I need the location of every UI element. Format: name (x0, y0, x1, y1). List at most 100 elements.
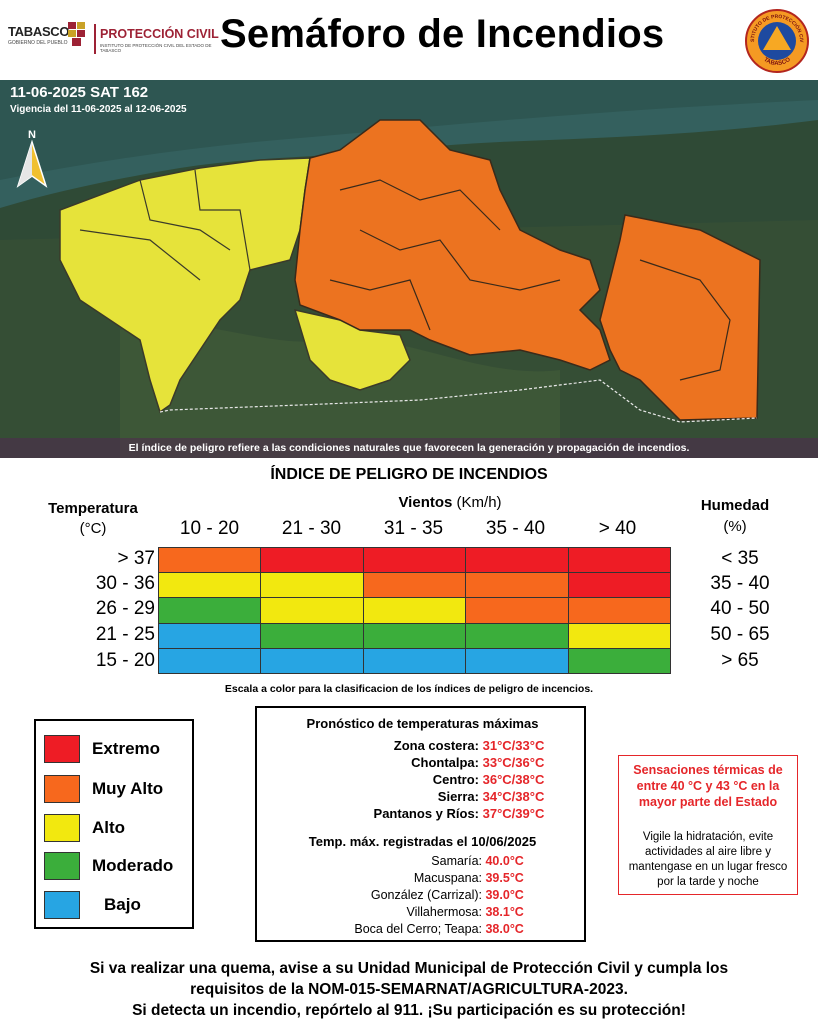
recorded-title: Temp. máx. registradas el 10/06/2025 (308, 834, 537, 849)
risk-cell-moderado (158, 597, 262, 624)
forecast-row: Chontalpa: 33°C/36°C (257, 755, 563, 770)
legend-swatch-moderado (44, 852, 80, 880)
north-arrow-icon: N (16, 129, 48, 188)
scale-note: Escala a color para la clasificacion de … (224, 683, 594, 695)
risk-cell-moderado (567, 647, 671, 674)
legend-label-bajo: Bajo (104, 895, 141, 914)
recorded-value: 38.1°C (485, 905, 524, 919)
recorded-place: Villahermosa: (406, 905, 482, 919)
risk-cell-moderado (465, 622, 569, 649)
header (0, 0, 818, 80)
map-caption: El índice de peligro refiere a las condi… (0, 438, 818, 458)
north-label: N (28, 129, 36, 141)
risk-cell-alto (362, 597, 467, 624)
risk-cell-alto (260, 597, 364, 624)
risk-cell-bajo (465, 647, 569, 674)
index-title: ÍNDICE DE PELIGRO DE INCENDIOS (270, 466, 548, 483)
footer-line-2: requisitos de la NOM-015-SEMARNAT/AGRICU… (190, 981, 628, 998)
temperature-unit: (°C) (79, 520, 107, 537)
risk-cell-muy-alto (158, 547, 262, 574)
risk-cell-alto (158, 572, 262, 599)
forecast-zone: Sierra: (437, 789, 479, 804)
recorded-row: Samaría: 40.0°C (257, 854, 563, 868)
seal-bottom-text: TABASCO (762, 57, 792, 67)
wind-range-2: 21 - 30 (281, 518, 342, 539)
footer-line-3: Si detecta un incendio, repórtelo al 911… (132, 1002, 686, 1019)
legend-swatch-extremo (44, 735, 80, 763)
forecast-value: 37°C/39°C (482, 806, 545, 821)
map-date-label: 11-06-2025 SAT 162 (10, 84, 149, 101)
recorded-place: Macuspana: (413, 871, 482, 885)
page-title: Semáforo de Incendios (220, 12, 665, 56)
forecast-value: 36°C/38°C (482, 772, 545, 787)
tabasco-logo: TABASCO GOBIERNO DEL PUEBLO (8, 24, 86, 54)
recorded-row: Boca del Cerro; Teapa: 38.0°C (257, 922, 563, 936)
risk-cell-moderado (362, 622, 467, 649)
heat-sensation-title: Sensaciones térmicas de entre 40 °C y 43… (633, 763, 783, 809)
risk-cell-alto (260, 572, 364, 599)
svg-text:TABASCO: TABASCO (762, 57, 792, 67)
wind-range-4: 35 - 40 (485, 518, 546, 539)
forecast-zone: Zona costera: (393, 738, 479, 753)
tabasco-logo-subtext: GOBIERNO DEL PUEBLO (8, 40, 68, 46)
recorded-value: 38.0°C (485, 922, 524, 936)
forecast-box: Pronóstico de temperaturas máximas Zona … (255, 706, 586, 942)
risk-cell-extremo (465, 547, 569, 574)
proteccion-civil-subtext: INSTITUTO DE PROTECCIÓN CIVIL DEL ESTADO… (100, 43, 212, 53)
wind-range-5: > 40 (598, 518, 637, 539)
risk-cell-bajo (362, 647, 467, 674)
legend-label-muy-alto: Muy Alto (92, 779, 164, 798)
risk-cell-extremo (567, 547, 671, 574)
hum-range-4: 50 - 65 (710, 624, 770, 645)
forecast-row: Zona costera: 31°C/33°C (257, 738, 563, 753)
temp-range-4: 21 - 25 (95, 624, 155, 645)
heat-sensation-box: Sensaciones térmicas de entre 40 °C y 43… (618, 755, 798, 895)
winds-header: Vientos (Km/h) (300, 494, 600, 511)
risk-cell-muy-alto (362, 572, 467, 599)
legend-swatch-muy-alto (44, 775, 80, 803)
map-validity-label: Vigencia del 11-06-2025 al 12-06-2025 (10, 104, 187, 115)
risk-cell-muy-alto (465, 597, 569, 624)
recorded-row: Macuspana: 39.5°C (257, 871, 563, 885)
risk-cell-muy-alto (567, 597, 671, 624)
forecast-zone: Pantanos y Ríos: (373, 806, 479, 821)
risk-matrix (158, 547, 671, 674)
risk-cell-muy-alto (465, 572, 569, 599)
recorded-row: Villahermosa: 38.1°C (257, 905, 563, 919)
recorded-row: González (Carrizal): 39.0°C (257, 888, 563, 902)
recorded-place: Boca del Cerro; Teapa: (354, 922, 482, 936)
risk-cell-extremo (567, 572, 671, 599)
logo-separator (94, 24, 96, 54)
recorded-place: Samaría: (431, 854, 482, 868)
legend-label-alto: Alto (92, 818, 126, 837)
hum-range-5: > 65 (721, 650, 759, 671)
risk-cell-moderado (260, 622, 364, 649)
risk-cell-extremo (362, 547, 467, 574)
wind-range-1: 10 - 20 (179, 518, 240, 539)
hum-range-3: 40 - 50 (710, 598, 770, 619)
risk-cell-bajo (158, 647, 262, 674)
recorded-place: González (Carrizal): (370, 888, 482, 902)
risk-cell-bajo (158, 622, 262, 649)
winds-label: Vientos (398, 494, 453, 511)
legend-label-moderado: Moderado (92, 856, 174, 875)
forecast-value: 34°C/38°C (482, 789, 545, 804)
temperature-header: Temperatura (48, 500, 138, 517)
forecast-value: 33°C/36°C (482, 755, 545, 770)
recorded-value: 40.0°C (485, 854, 524, 868)
legend-label-extremo: Extremo (92, 739, 161, 758)
hum-range-2: 35 - 40 (710, 573, 770, 594)
temp-range-1: > 37 (117, 548, 155, 569)
footer-line-1: Si va realizar una quema, avise a su Uni… (89, 960, 729, 977)
winds-unit: (Km/h) (452, 494, 502, 511)
temp-range-2: 30 - 36 (95, 573, 155, 594)
proteccion-civil-logo: PROTECCIÓN CIVIL INSTITUTO DE PROTECCIÓN… (100, 27, 220, 53)
proteccion-civil-text: PROTECCIÓN CIVIL (100, 27, 219, 41)
legend-swatch-bajo (44, 891, 80, 919)
forecast-row: Centro: 36°C/38°C (257, 772, 563, 787)
forecast-zone: Chontalpa: (411, 755, 479, 770)
footer-message: Si va realizar una quema, avise a su Uni… (20, 958, 798, 1021)
humidity-header: Humedad (700, 497, 770, 514)
tabasco-logo-text: TABASCO (8, 24, 70, 39)
forecast-title: Pronóstico de temperaturas máximas (306, 716, 539, 731)
